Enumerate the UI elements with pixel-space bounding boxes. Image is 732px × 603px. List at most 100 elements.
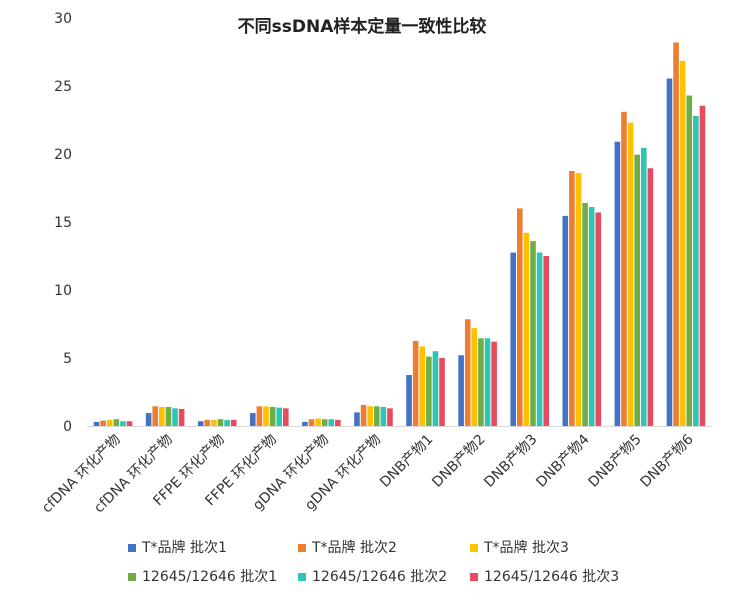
bar [419, 346, 426, 426]
bar [582, 202, 588, 426]
bar [679, 60, 686, 427]
y-tick-label: 0 [63, 419, 72, 435]
bar [693, 115, 699, 427]
y-tick-labels: 0 5 10 15 20 25 30 [54, 11, 72, 435]
legend-swatch [298, 544, 306, 552]
bars [93, 42, 706, 427]
y-tick-label: 25 [54, 79, 72, 95]
bar [328, 419, 335, 426]
bar [523, 232, 530, 426]
bar [510, 252, 517, 426]
bar [93, 421, 100, 426]
x-tick-label: DNB产物3 [481, 432, 540, 491]
bar [634, 154, 640, 426]
bar [276, 407, 282, 426]
bar [120, 421, 126, 426]
bar [165, 406, 172, 426]
bar [308, 419, 315, 426]
bar [224, 419, 230, 426]
x-tick-label: DNB产物5 [585, 432, 644, 491]
bar [699, 105, 706, 426]
legend-label: T*品牌 批次1 [141, 539, 227, 556]
bar [380, 406, 387, 426]
bar [686, 95, 693, 427]
y-tick-label: 15 [54, 215, 72, 231]
bar [478, 338, 484, 426]
x-tick-label: DNB产物6 [638, 431, 697, 490]
legend-label: 12645/12646 批次2 [312, 569, 447, 585]
bar [426, 356, 432, 426]
legend: T*品牌 批次1 T*品牌 批次2 T*品牌 批次3 12645/12646 批次1 1… [128, 539, 619, 585]
bar [575, 173, 582, 426]
bar [113, 419, 120, 426]
bar [412, 341, 419, 426]
bar [230, 419, 237, 426]
bar [211, 419, 217, 426]
legend-swatch [470, 544, 478, 552]
bar [335, 419, 341, 426]
chart-title: 不同ssDNA样本定量一致性比较 [238, 16, 487, 37]
bar [106, 419, 113, 426]
legend-label: 12645/12646 批次1 [142, 569, 277, 585]
legend-label: T*品牌 批次2 [311, 539, 397, 556]
bar [373, 406, 380, 426]
bar [543, 256, 550, 426]
bar [387, 408, 393, 426]
y-tick-label: 5 [63, 351, 72, 367]
bar [464, 319, 471, 426]
bar [673, 42, 679, 426]
bar [517, 208, 523, 426]
bar [126, 421, 133, 426]
bar [204, 419, 211, 426]
bar [562, 215, 569, 426]
legend-swatch [128, 573, 136, 581]
bar [282, 408, 289, 426]
bar [595, 212, 602, 426]
x-tick-label: DNB产物2 [429, 432, 488, 491]
bar [484, 338, 491, 426]
bar [100, 420, 106, 426]
bar [432, 351, 439, 426]
bar [159, 406, 165, 426]
y-tick-label: 20 [54, 147, 72, 163]
legend-label: 12645/12646 批次3 [484, 569, 619, 585]
bar [360, 404, 367, 426]
bar [439, 358, 445, 426]
bar [471, 328, 478, 426]
bar [614, 141, 621, 426]
bar [491, 341, 497, 426]
legend-swatch [470, 573, 478, 581]
bar [588, 207, 595, 426]
bar [172, 408, 178, 426]
bar [217, 419, 224, 426]
bar [145, 413, 152, 426]
bar [367, 406, 373, 426]
bar [269, 406, 276, 426]
bar [249, 413, 256, 426]
x-tick-label: DNB产物1 [377, 432, 436, 491]
bar [152, 406, 159, 426]
bar [256, 406, 263, 426]
bar [536, 252, 543, 426]
legend-label: T*品牌 批次3 [483, 539, 569, 556]
bar [302, 421, 308, 426]
bar [647, 168, 654, 426]
bar [569, 171, 575, 426]
bar [406, 375, 412, 426]
bar [640, 147, 647, 426]
bar [666, 78, 673, 427]
bar [263, 406, 269, 426]
legend-swatch [298, 573, 306, 581]
bar [321, 419, 328, 426]
bar [197, 421, 204, 426]
x-tick-label: DNB产物4 [533, 431, 592, 490]
bar [530, 241, 536, 426]
bar [354, 412, 360, 426]
y-tick-label: 10 [54, 283, 72, 299]
bar [621, 111, 627, 426]
bar [178, 409, 185, 426]
bar [458, 355, 464, 426]
bar [627, 122, 634, 426]
